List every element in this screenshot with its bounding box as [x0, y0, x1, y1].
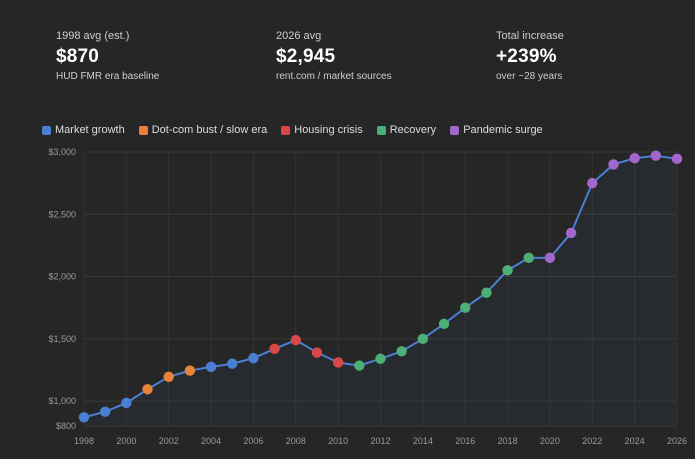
data-point-2001 [142, 384, 153, 395]
data-point-2006 [248, 352, 259, 364]
stat-label: 2026 avg [276, 30, 322, 42]
x-tick-label: 2020 [540, 436, 560, 446]
x-tick-label: 2010 [328, 436, 348, 446]
data-point-2025 [650, 150, 662, 161]
chart-legend: Market growth Dot-com bust / slow era Ho… [42, 124, 543, 136]
legend-item-market-growth[interactable]: Market growth [42, 124, 125, 136]
legend-label: Housing crisis [294, 124, 363, 136]
x-tick-label: 2024 [625, 436, 645, 446]
data-point-2009 [311, 347, 323, 358]
legend-item-dotcom[interactable]: Dot-com bust / slow era [138, 124, 268, 136]
y-tick-label: $800 [56, 421, 76, 431]
stat-1998: 1998 avg (est.) $870 HUD FMR era baselin… [56, 30, 159, 82]
x-tick-label: 2012 [370, 436, 390, 446]
stat-label: Total increase [496, 30, 564, 42]
data-point-2021 [565, 227, 577, 239]
data-point-2004 [205, 361, 217, 373]
stat-value: $870 [56, 46, 100, 67]
x-tick-label: 2014 [413, 436, 433, 446]
x-tick-label: 1998 [74, 436, 94, 446]
data-point-2000 [121, 397, 132, 409]
legend-item-pandemic-surge[interactable]: Pandemic surge [450, 124, 543, 136]
stat-value: $2,945 [276, 46, 336, 67]
data-point-2011 [354, 360, 365, 371]
data-point-2008 [290, 334, 301, 346]
data-point-2005 [227, 358, 238, 369]
x-tick-label: 2018 [498, 436, 518, 446]
data-point-2024 [629, 153, 640, 164]
y-tick-label: $2,500 [48, 209, 76, 219]
stat-value: +239% [496, 46, 557, 67]
legend-swatch [42, 125, 51, 135]
data-point-2016 [460, 302, 471, 313]
data-point-2020 [544, 252, 556, 264]
stat-sub: HUD FMR era baseline [56, 71, 160, 82]
data-point-2017 [481, 287, 492, 298]
data-point-1998 [78, 412, 90, 423]
data-point-2012 [375, 353, 386, 364]
legend-label: Recovery [389, 124, 437, 136]
data-point-2026 [671, 153, 683, 165]
x-tick-label: 2026 [667, 436, 687, 446]
legend-swatch [450, 125, 460, 135]
data-point-2002 [163, 371, 174, 383]
x-tick-label: 2022 [582, 436, 602, 446]
x-tick-label: 2004 [201, 436, 221, 446]
data-point-2010 [332, 357, 344, 368]
y-tick-label: $3,000 [48, 147, 76, 157]
data-point-2003 [184, 365, 196, 376]
x-tick-label: 2002 [159, 436, 179, 446]
data-point-2022 [587, 177, 598, 189]
legend-label: Market growth [55, 124, 125, 136]
x-tick-label: 2016 [455, 436, 475, 446]
legend-item-housing-crisis[interactable]: Housing crisis [281, 124, 363, 136]
data-point-2018 [502, 265, 513, 276]
y-tick-label: $2,000 [48, 272, 76, 282]
y-tick-label: $1,500 [48, 334, 76, 344]
data-point-2019 [523, 252, 534, 264]
data-point-2013 [396, 346, 407, 357]
x-tick-label: 2008 [286, 436, 306, 446]
data-point-1999 [99, 406, 111, 417]
legend-item-recovery[interactable]: Recovery [376, 124, 437, 136]
x-tick-label: 2006 [243, 436, 263, 446]
data-point-2015 [438, 318, 450, 330]
stat-2026: 2026 avg $2,945 rent.com / market source… [276, 30, 392, 82]
stats-row: 1998 avg (est.) $870 HUD FMR era baselin… [56, 30, 675, 90]
stat-sub: rent.com / market sources [276, 71, 392, 82]
legend-label: Dot-com bust / slow era [151, 124, 268, 136]
legend-swatch [281, 125, 291, 135]
data-point-2023 [608, 159, 619, 170]
data-point-2007 [269, 343, 280, 354]
area-fill [84, 155, 677, 426]
legend-label: Pandemic surge [463, 124, 543, 136]
stat-label: 1998 avg (est.) [56, 30, 130, 42]
legend-swatch [138, 125, 148, 135]
stat-total-increase: Total increase +239% over ~28 years [496, 30, 564, 82]
legend-swatch [376, 125, 386, 135]
stat-sub: over ~28 years [496, 71, 563, 82]
x-tick-label: 2000 [116, 436, 136, 446]
data-point-2014 [417, 333, 429, 345]
y-tick-label: $1,000 [48, 396, 76, 406]
